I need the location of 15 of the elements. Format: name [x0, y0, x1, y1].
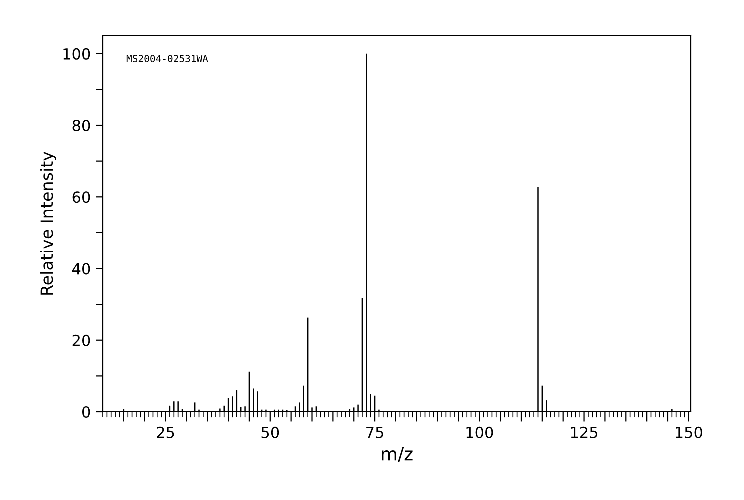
y-tick-label: 100	[64, 48, 90, 60]
y-tick-label: 80	[72, 120, 90, 132]
y-tick-label: 40	[72, 263, 90, 275]
x-tick-label: 50	[262, 426, 280, 438]
y-tick-label: 60	[72, 192, 90, 204]
y-tick-label: 0	[82, 406, 90, 418]
x-tick-label: 125	[571, 426, 598, 438]
y-tick-label: 20	[72, 334, 90, 346]
y-axis-title: Relative Intensity	[40, 152, 56, 295]
x-tick-label: 25	[157, 426, 174, 438]
annotation: MS2004-02531WA	[126, 55, 208, 62]
x-tick-label: 75	[366, 427, 384, 438]
x-tick-label: 100	[466, 426, 494, 438]
x-axis-title: m/z	[382, 447, 413, 462]
x-tick-label: 150	[676, 426, 702, 438]
